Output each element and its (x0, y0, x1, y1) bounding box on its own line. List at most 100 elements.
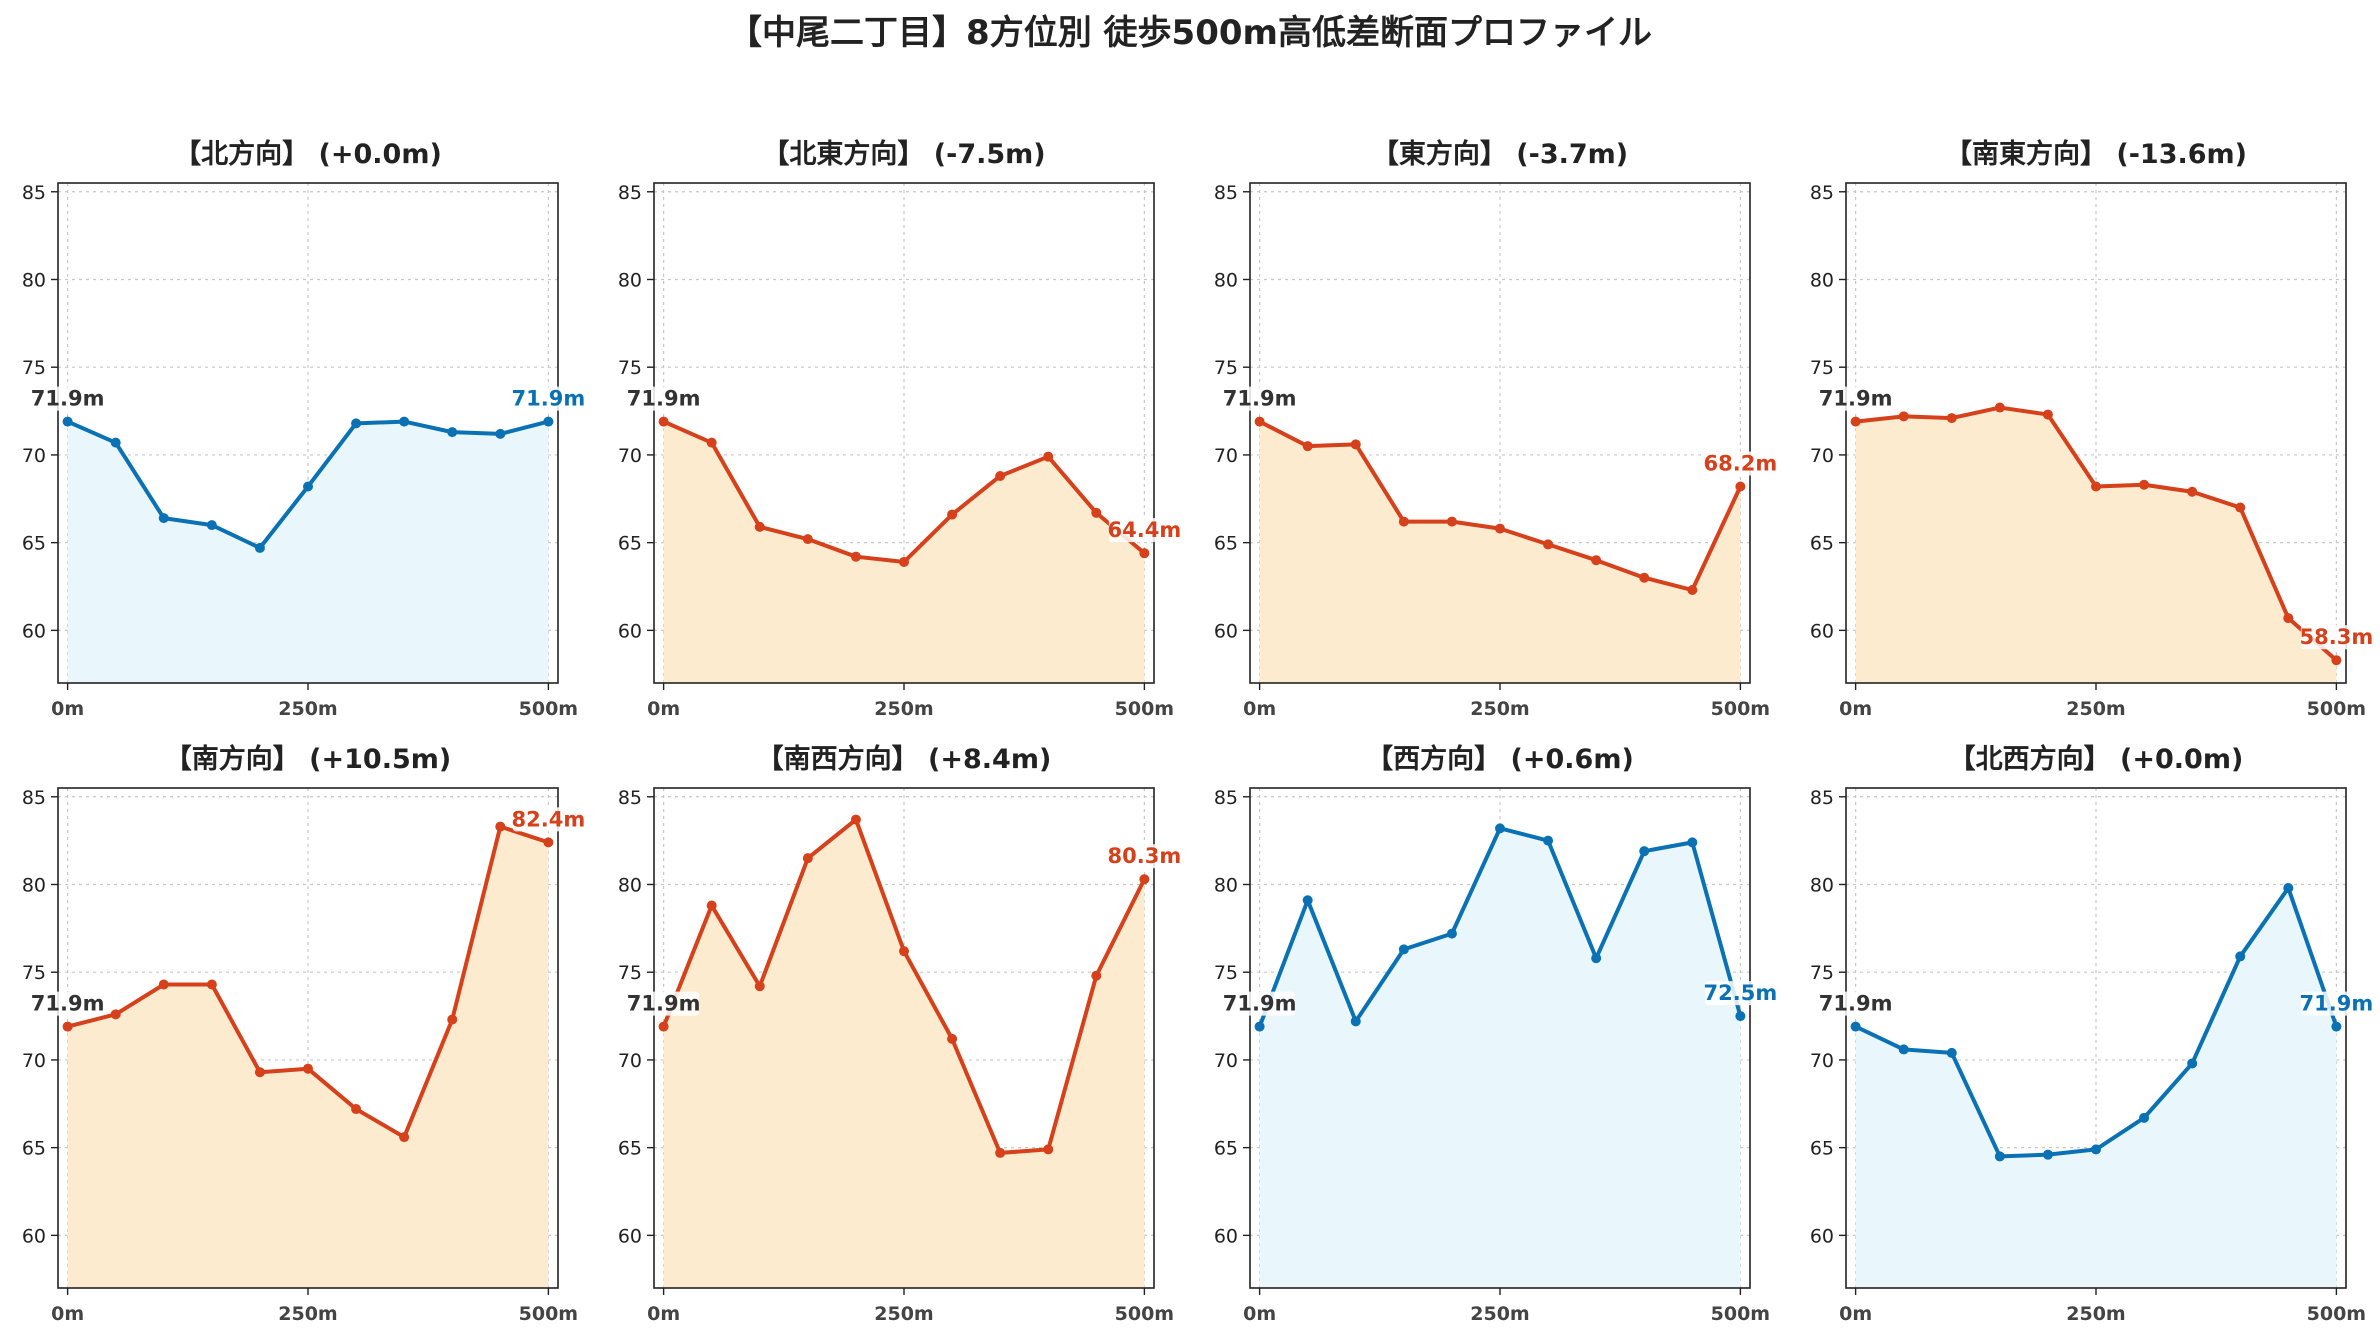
x-tick-label: 250m (2066, 1303, 2125, 1325)
data-point (62, 1021, 73, 1032)
y-tick-label: 85 (1214, 182, 1238, 204)
data-point (1139, 548, 1150, 559)
data-point (754, 521, 765, 532)
data-point (850, 814, 861, 825)
x-tick-label: 250m (278, 698, 337, 720)
start-elevation-label-group: 71.9m (1819, 386, 1892, 411)
data-point (2091, 481, 2101, 492)
panel-1: 【北東方向】 (-7.5m) 60 65 70 75 80 85 0m 250m 500m 71.9… (618, 138, 1181, 720)
panel-title: 【南西方向】 (+8.4m) (757, 743, 1052, 775)
y-tick-label: 65 (1214, 1138, 1238, 1160)
y-tick-label: 80 (1214, 269, 1238, 291)
panel-7: 【北西方向】 (+0.0m) 60 65 70 75 80 85 0m 250m 500m 71.9… (1810, 743, 2373, 1325)
data-point (1735, 481, 1746, 492)
y-tick-label: 80 (1810, 874, 1834, 896)
data-point (206, 520, 217, 531)
start-elevation-label: 71.9m (31, 992, 105, 1016)
end-elevation-label-background (1704, 981, 1776, 1006)
y-tick-label: 75 (22, 962, 46, 984)
data-point (1591, 953, 1602, 964)
x-tick-label: 500m (1711, 698, 1770, 720)
start-elevation-label-background (628, 386, 700, 411)
y-tick-label: 70 (22, 1050, 46, 1072)
data-point (706, 437, 717, 448)
main-title: 【中尾二丁目】8方位別 徒歩500m高低差断面プロファイル (728, 13, 1652, 53)
end-elevation-label: 82.4m (512, 807, 586, 831)
data-point (1254, 1021, 1265, 1032)
x-tick-label: 250m (1470, 1303, 1529, 1325)
end-elevation-label: 80.3m (1108, 844, 1182, 868)
data-point (2187, 486, 2198, 497)
data-point (2235, 502, 2246, 513)
start-elevation-label-background (1820, 991, 1892, 1016)
y-tick-label: 60 (1810, 620, 1834, 642)
end-elevation-label-group: 64.4m (1108, 518, 1181, 543)
data-point (1495, 523, 1505, 534)
data-point (110, 437, 121, 448)
y-tick-label: 60 (618, 620, 642, 642)
y-tick-label: 65 (22, 533, 46, 555)
data-point (2091, 1144, 2101, 1155)
data-point (1043, 451, 1054, 462)
panel-2: 【東方向】 (-3.7m) 60 65 70 75 80 85 0m 250m 500m 71.9m… (1214, 138, 1777, 720)
data-point (1639, 846, 1650, 857)
data-point (447, 1014, 458, 1025)
data-point (495, 428, 506, 439)
area-fill (663, 819, 1145, 1288)
y-tick-label: 60 (1214, 620, 1238, 642)
data-point (1687, 585, 1698, 596)
end-elevation-label: 71.9m (512, 387, 586, 411)
x-tick-label: 0m (647, 1303, 680, 1325)
data-point (158, 979, 169, 990)
data-point (351, 418, 362, 429)
data-point (2042, 1149, 2053, 1160)
y-tick-label: 85 (1810, 787, 1834, 809)
x-tick-label: 250m (874, 698, 933, 720)
start-elevation-label-background (1224, 991, 1296, 1016)
data-point (995, 470, 1006, 481)
start-elevation-label: 71.9m (31, 387, 105, 411)
panel-title: 【北東方向】 (-7.5m) (762, 138, 1045, 170)
end-elevation-label-group: 71.9m (512, 386, 586, 411)
y-tick-label: 70 (1810, 1050, 1834, 1072)
data-point (1735, 1011, 1746, 1022)
data-point (2139, 479, 2150, 490)
data-point (658, 416, 669, 427)
y-tick-label: 80 (22, 269, 46, 291)
panel-4: 【南方向】 (+10.5m) 60 65 70 75 80 85 0m 250m 500m 71.9… (22, 743, 585, 1325)
x-tick-label: 500m (519, 698, 578, 720)
y-tick-label: 80 (1214, 874, 1238, 896)
y-tick-label: 85 (618, 182, 642, 204)
panel-3: 【南東方向】 (-13.6m) 60 65 70 75 80 85 0m 250m 500m 71.… (1810, 138, 2373, 720)
area-fill (67, 826, 549, 1288)
y-tick-label: 85 (22, 182, 46, 204)
panel-title: 【北西方向】 (+0.0m) (1949, 743, 2244, 775)
x-tick-label: 0m (1243, 1303, 1276, 1325)
data-point (1254, 416, 1265, 427)
end-elevation-label-background (512, 807, 584, 832)
data-point (1091, 970, 1102, 981)
data-point (399, 1132, 410, 1143)
x-tick-label: 500m (1115, 698, 1174, 720)
panel-title: 【南東方向】 (-13.6m) (1945, 138, 2247, 170)
area-fill (1855, 888, 2337, 1288)
data-point (1302, 895, 1313, 906)
data-point (1850, 416, 1861, 427)
y-tick-label: 85 (1810, 182, 1834, 204)
data-point (1398, 944, 1409, 955)
data-point (303, 1063, 313, 1074)
data-point (850, 551, 861, 562)
y-tick-label: 75 (618, 357, 642, 379)
end-elevation-label-background (1108, 844, 1180, 869)
data-point (110, 1009, 121, 1020)
data-point (2331, 1021, 2342, 1032)
data-point (447, 427, 458, 438)
data-point (899, 946, 909, 957)
x-tick-label: 0m (1839, 1303, 1872, 1325)
area-fill (1259, 828, 1741, 1288)
data-point (1302, 441, 1313, 452)
data-point (2042, 409, 2053, 420)
start-elevation-label-group: 71.9m (31, 991, 105, 1016)
data-point (1495, 823, 1505, 834)
start-elevation-label-background (32, 386, 104, 411)
